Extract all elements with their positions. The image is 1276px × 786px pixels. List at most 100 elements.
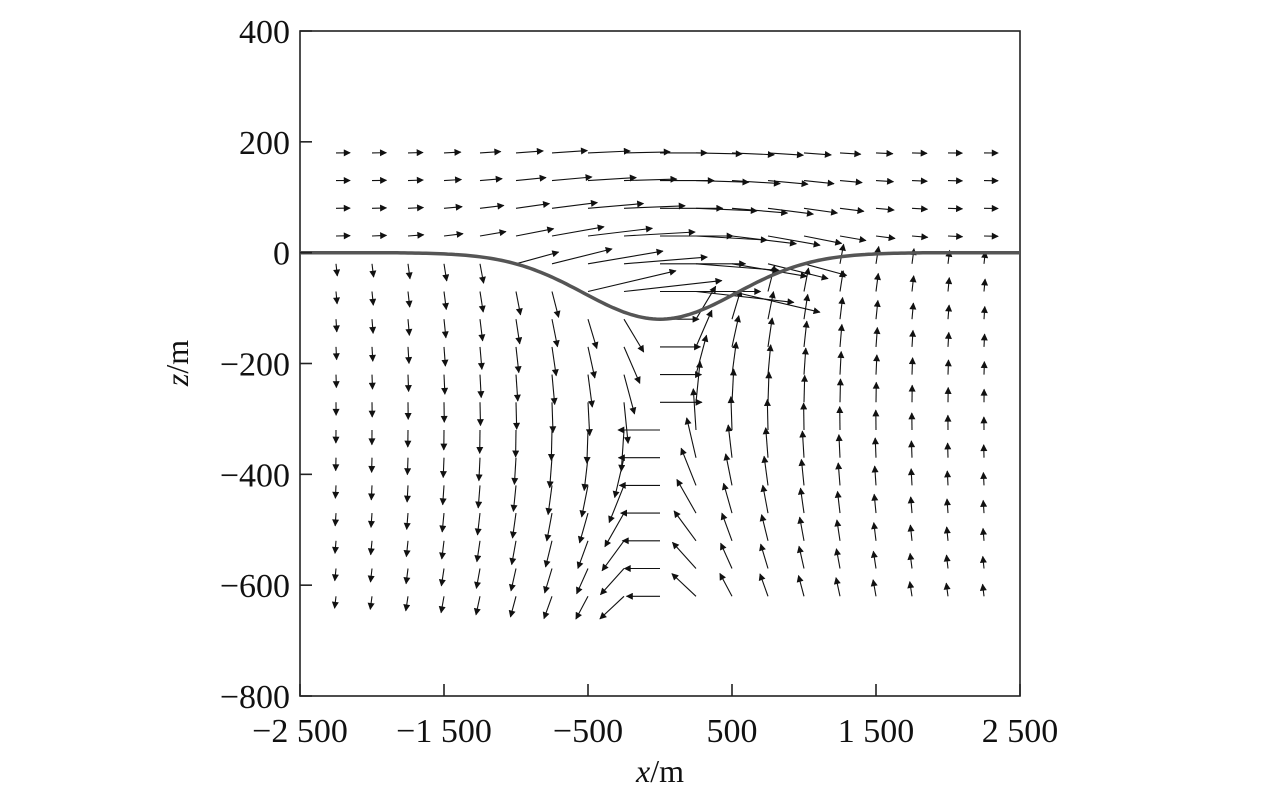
flow-arrow — [909, 248, 917, 264]
flow-arrow — [802, 320, 810, 347]
flow-arrow — [576, 540, 589, 570]
flow-arrow — [547, 429, 555, 462]
y-tick-label: 0 — [273, 236, 290, 273]
flow-arrow — [368, 374, 376, 390]
flow-arrow — [759, 543, 769, 569]
flow-arrow — [549, 402, 557, 434]
flow-arrow — [508, 596, 517, 618]
flow-arrow — [720, 542, 733, 569]
flow-arrow — [551, 319, 560, 348]
flow-arrow — [623, 148, 671, 156]
flow-arrow — [608, 485, 625, 524]
flow-arrow — [331, 596, 339, 609]
flow-arrow — [695, 309, 713, 348]
flow-arrow — [723, 453, 733, 486]
flow-arrow — [766, 344, 774, 375]
flow-arrow — [765, 371, 773, 403]
flow-arrow — [403, 513, 411, 530]
flow-arrow — [601, 540, 625, 572]
flow-arrow — [980, 333, 988, 347]
flow-arrow — [587, 268, 677, 293]
flow-arrow — [332, 540, 339, 554]
flow-arrow — [587, 319, 599, 350]
flow-arrow — [875, 234, 896, 242]
flow-arrow — [333, 291, 341, 305]
flow-arrow — [587, 225, 653, 237]
flow-arrow — [731, 263, 808, 279]
flow-arrow — [332, 319, 340, 333]
flow-arrow — [543, 540, 553, 568]
flow-arrow — [839, 207, 865, 214]
flow-arrow — [623, 346, 641, 384]
flow-arrow — [838, 270, 846, 292]
flow-arrow — [797, 487, 805, 514]
flow-arrow — [875, 205, 895, 213]
flow-arrow — [599, 595, 625, 620]
flow-arrow — [585, 402, 593, 437]
flow-arrow — [623, 277, 723, 293]
flow-arrow — [515, 319, 523, 345]
flow-arrow — [684, 417, 697, 458]
y-tick-label: 400 — [239, 14, 290, 51]
flow-arrow — [767, 151, 804, 159]
flow-arrow — [544, 512, 553, 542]
flow-arrow — [720, 512, 733, 541]
flow-arrow — [943, 526, 951, 541]
flow-arrow — [908, 357, 916, 375]
flow-arrow — [731, 235, 797, 247]
flow-arrow — [587, 346, 597, 379]
flow-arrow — [618, 429, 626, 472]
flow-arrow — [404, 457, 412, 476]
flow-arrow — [944, 470, 952, 486]
x-axis-label: x/m — [635, 753, 684, 786]
flow-arrow — [767, 291, 776, 320]
flow-arrow — [439, 540, 447, 560]
flow-arrow — [836, 378, 844, 403]
flow-arrow — [803, 235, 843, 246]
x-tick-label: 2 500 — [982, 713, 1059, 750]
flow-arrow — [551, 224, 605, 237]
flow-arrow — [475, 485, 483, 509]
flow-arrow — [875, 149, 894, 157]
flow-arrow — [477, 374, 485, 399]
flow-arrow — [943, 582, 951, 597]
flow-arrow — [980, 471, 988, 486]
flow-arrow — [405, 346, 413, 365]
flow-arrow — [767, 235, 821, 248]
flow-arrow — [403, 568, 411, 585]
flow-arrow — [767, 180, 809, 188]
flow-arrow — [546, 457, 554, 489]
flow-arrow — [587, 147, 631, 155]
flow-arrow — [403, 485, 411, 503]
y-tick-label: −400 — [220, 457, 290, 494]
flow-arrow — [404, 374, 412, 393]
flow-arrow — [403, 540, 411, 558]
flow-arrow — [551, 147, 588, 155]
flow-arrow — [438, 568, 446, 587]
flow-arrow — [604, 512, 625, 548]
flow-arrow — [803, 263, 848, 278]
flow-arrow — [834, 548, 841, 569]
flow-arrow — [835, 434, 843, 458]
flow-arrow — [907, 552, 915, 569]
flow-arrow — [331, 568, 339, 582]
flow-arrow — [332, 485, 340, 499]
flow-arrow — [837, 323, 845, 347]
flow-arrow — [443, 148, 462, 156]
y-tick-label: −600 — [220, 568, 290, 605]
flow-arrow — [577, 512, 589, 544]
flow-arrow — [407, 231, 425, 239]
flow-arrow — [797, 516, 805, 541]
flow-arrow — [695, 178, 750, 186]
flow-arrow — [871, 522, 879, 541]
flow-arrow — [367, 596, 375, 610]
flow-arrow — [332, 513, 340, 527]
flow-arrow — [551, 174, 593, 182]
flow-arrow — [979, 555, 987, 569]
flow-arrow — [803, 179, 835, 187]
flow-arrow — [873, 354, 881, 375]
flow-arrow — [943, 498, 951, 514]
flow-arrow — [731, 151, 775, 159]
flow-arrow — [673, 510, 697, 542]
